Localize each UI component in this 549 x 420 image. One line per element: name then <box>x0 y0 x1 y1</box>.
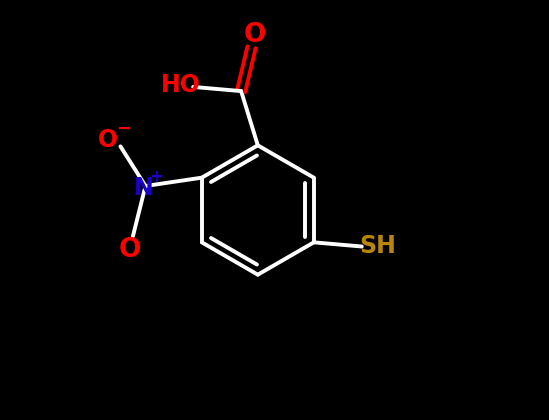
Text: SH: SH <box>359 234 396 258</box>
Text: HO: HO <box>161 73 200 97</box>
Text: −: − <box>116 120 131 138</box>
Text: N: N <box>133 176 153 200</box>
Text: +: + <box>149 168 163 186</box>
Text: O: O <box>119 237 141 263</box>
Text: O: O <box>98 128 118 152</box>
Text: O: O <box>244 22 266 48</box>
